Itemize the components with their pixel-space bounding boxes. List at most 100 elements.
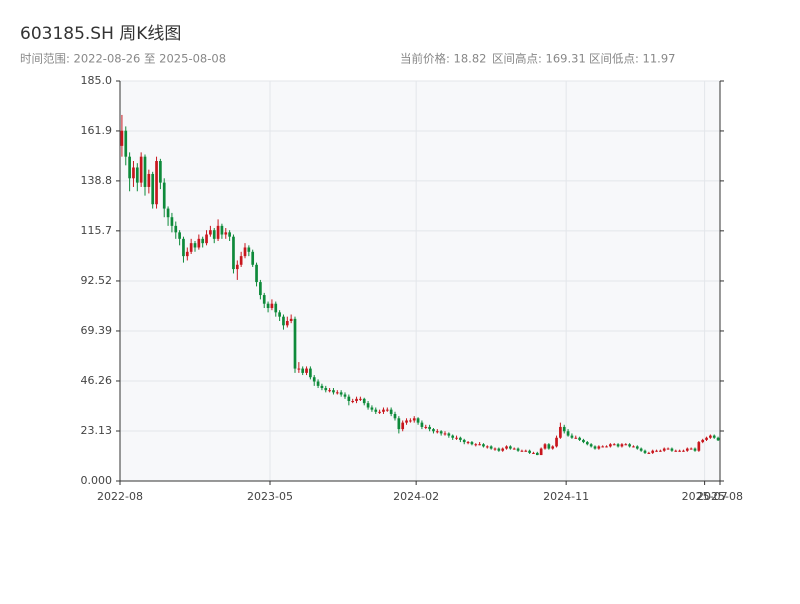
candle-body — [593, 446, 597, 449]
candle-body — [555, 437, 558, 447]
candle-body — [378, 411, 381, 413]
candle-body — [628, 444, 631, 447]
candle-body — [682, 450, 685, 452]
candle-body — [509, 446, 512, 449]
candle-body — [132, 167, 135, 179]
candle-body — [443, 433, 447, 435]
candle-body — [532, 452, 535, 454]
candle-body — [124, 130, 128, 157]
candle-body — [547, 444, 551, 449]
candle-body — [439, 431, 443, 434]
candle-body — [485, 446, 489, 448]
candle-body — [651, 450, 655, 453]
candle-body — [662, 448, 666, 451]
candle-body — [174, 225, 178, 233]
candle-body — [612, 444, 616, 446]
candle-body — [455, 437, 458, 439]
candle-body — [189, 243, 193, 252]
candle-body — [562, 426, 566, 432]
candle-body — [716, 437, 720, 441]
candle-body — [193, 243, 197, 248]
candle-body — [120, 130, 124, 146]
candle-body — [670, 448, 674, 451]
candle-body — [212, 230, 216, 239]
candle-body — [482, 444, 485, 447]
candle-body — [309, 368, 312, 378]
candle-body — [397, 418, 401, 430]
candle-body — [647, 452, 651, 454]
candle-body — [578, 437, 581, 440]
candle-body — [289, 318, 293, 321]
candle-body — [428, 426, 431, 430]
candle-body — [570, 435, 574, 438]
candle-body — [535, 452, 539, 456]
candle-body — [385, 409, 389, 411]
candle-body — [412, 418, 416, 421]
candle-body — [589, 444, 593, 447]
candle-body — [382, 409, 385, 412]
candle-body — [474, 444, 478, 446]
candle-body — [401, 422, 405, 430]
candle-body — [505, 446, 508, 449]
candle-body — [278, 312, 281, 317]
x-tick-label: 2024-02 — [393, 490, 439, 503]
candle-body — [312, 377, 316, 382]
y-tick-label: 92.52 — [81, 274, 113, 287]
candle-body — [601, 446, 605, 448]
candle-body — [678, 450, 681, 452]
candle-body — [420, 422, 424, 427]
candle-body — [639, 448, 643, 451]
candle-body — [528, 450, 531, 453]
candle-body — [135, 167, 139, 183]
candle-body — [393, 413, 397, 419]
x-tick-label: 2025-08 — [697, 490, 743, 503]
chart-title: 603185.SH 周K线图 — [20, 24, 181, 44]
candle-body — [201, 238, 205, 244]
candle-body — [516, 448, 520, 451]
candle-body — [182, 238, 185, 257]
candle-body — [659, 450, 662, 452]
y-tick-label: 185.0 — [81, 74, 113, 87]
candle-body — [224, 232, 228, 235]
candle-body — [451, 435, 455, 438]
candle-body — [159, 161, 162, 183]
candle-body — [166, 208, 170, 218]
candle-body — [301, 368, 305, 373]
candle-body — [347, 396, 351, 401]
x-tick-label: 2025-07 — [682, 490, 728, 503]
y-tick-label: 115.7 — [81, 224, 113, 237]
candle-body — [316, 381, 320, 386]
candle-body — [655, 450, 658, 452]
candle-body — [335, 392, 339, 394]
candle-body — [551, 446, 555, 449]
candle-body — [305, 368, 308, 373]
candle-body — [351, 401, 355, 402]
candle-body — [585, 442, 589, 445]
candle-body — [170, 217, 174, 226]
candle-body — [409, 420, 412, 422]
candle-body — [266, 303, 270, 309]
candle-body — [424, 426, 428, 428]
y-tick-label: 161.9 — [81, 124, 113, 137]
candle-body — [293, 318, 297, 369]
candle-body — [624, 444, 628, 446]
subtitle: 时间范围: 2022-08-26 至 2025-08-08 — [20, 52, 226, 66]
candle-body — [366, 403, 370, 408]
candle-body — [470, 442, 474, 445]
candle-body — [389, 409, 393, 414]
candle-body — [139, 156, 143, 183]
candle-body — [297, 368, 301, 370]
candle-body — [539, 448, 543, 456]
candle-body — [235, 264, 239, 270]
candle-body — [228, 232, 231, 237]
candle-body — [497, 448, 501, 451]
candle-body — [328, 390, 331, 392]
y-tick-label: 138.8 — [81, 174, 113, 187]
candle-body — [405, 420, 408, 423]
candle-body — [205, 234, 208, 244]
candle-body — [285, 321, 289, 326]
candle-body — [178, 232, 181, 239]
candle-body — [370, 407, 374, 410]
